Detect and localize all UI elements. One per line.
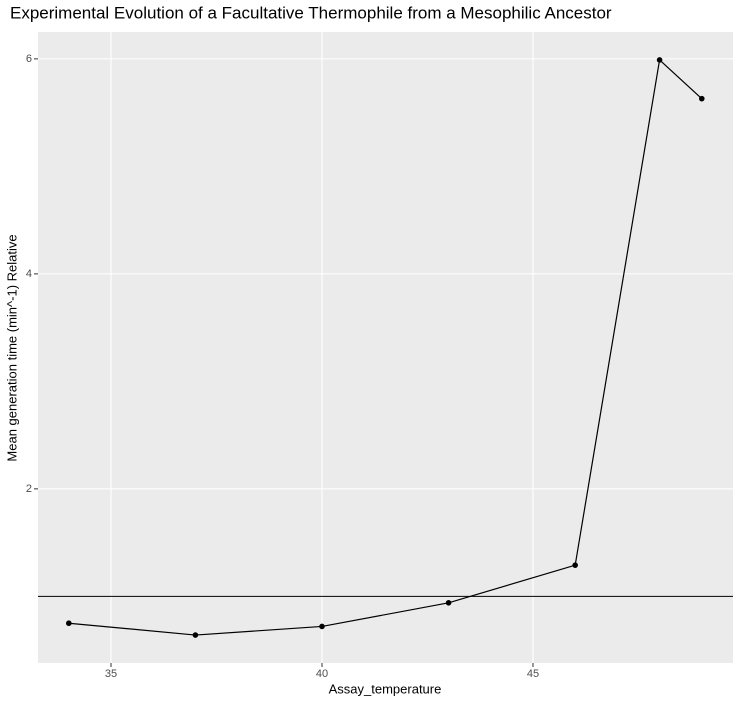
x-tick-label: 40 [316,668,328,680]
point [192,632,199,638]
point [445,600,452,606]
x-tick-label: 45 [527,668,539,680]
point [66,620,72,627]
y-tick-label: 6 [26,53,32,65]
point [698,95,705,102]
panel [38,32,733,663]
chart-title: Experimental Evolution of a Facultative … [10,3,612,22]
y-tick-label: 2 [26,483,32,495]
x-axis-label: Assay_temperature [329,681,442,696]
point [319,623,325,630]
x-tick-label: 35 [105,668,117,680]
point [572,562,578,568]
y-tick-label: 4 [26,268,32,280]
point [656,57,663,63]
y-axis-label: Mean generation time (min^-1) Relative [4,234,19,461]
